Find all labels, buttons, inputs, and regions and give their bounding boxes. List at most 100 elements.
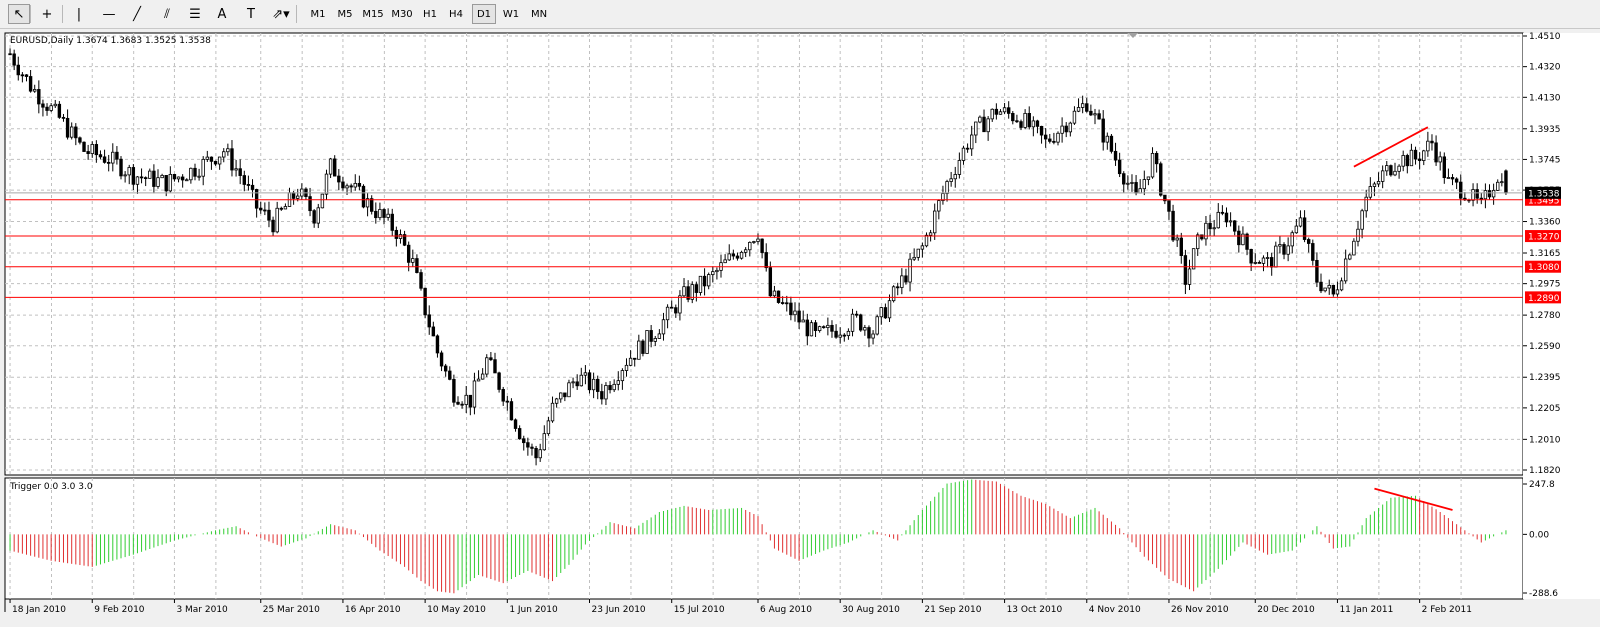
- timeframe-d1[interactable]: D1: [472, 4, 496, 24]
- trendline-icon[interactable]: ╱: [133, 6, 141, 22]
- toolbar: ↖ + | — ╱ ⫽ ☰ A T ⇗▾ M1 M5 M15 M30 H1 H4 D1 W1 MN: [0, 0, 1600, 29]
- candle-body: [242, 175, 247, 185]
- candle-body: [497, 372, 501, 390]
- candle-body: [1356, 228, 1360, 242]
- candle-body: [879, 307, 883, 318]
- candle-body: [628, 357, 633, 366]
- candle-body: [1278, 244, 1282, 247]
- candle-body: [1331, 284, 1336, 295]
- timeframe-mn[interactable]: MN: [530, 8, 548, 20]
- time-tick-label: 2 Feb 2011: [1422, 605, 1472, 615]
- candle-body: [1265, 257, 1270, 259]
- candle-body: [1459, 181, 1463, 199]
- candle-body: [1327, 284, 1331, 289]
- indicator-trendline[interactable]: [1374, 487, 1453, 511]
- candle-body: [106, 161, 111, 164]
- candle-body: [554, 398, 559, 404]
- cursor-icon[interactable]: ↖: [8, 4, 30, 24]
- candle-body: [61, 116, 66, 119]
- indicator-pane[interactable]: [4, 477, 1524, 600]
- candle-body: [994, 108, 999, 115]
- candle-body: [279, 207, 283, 210]
- candle-body: [1290, 232, 1294, 247]
- timeframe-m30[interactable]: M30: [391, 8, 413, 20]
- candle-body: [1454, 178, 1459, 183]
- timeframe-m5[interactable]: M5: [337, 8, 353, 20]
- arrows-icon[interactable]: ⇗▾: [272, 6, 290, 22]
- candle-body: [1035, 120, 1040, 127]
- candle-body: [501, 389, 505, 402]
- candle-body: [411, 258, 415, 263]
- candle-body: [1056, 132, 1060, 143]
- candle-body: [1483, 190, 1488, 200]
- candle-body: [49, 105, 53, 111]
- candle-body: [464, 394, 468, 405]
- candle-body: [665, 306, 670, 321]
- candle-body: [723, 259, 727, 264]
- candle-body: [908, 258, 912, 283]
- candle-body: [838, 334, 842, 338]
- crosshair-icon[interactable]: +: [41, 6, 53, 22]
- candle-body: [135, 176, 140, 185]
- candle-body: [123, 174, 127, 177]
- candle-body: [978, 116, 982, 123]
- price-trendline[interactable]: [1353, 126, 1429, 168]
- candle-body: [567, 382, 571, 398]
- chart-shift-marker[interactable]: [1128, 33, 1138, 38]
- candle-body: [620, 370, 625, 382]
- candle-body: [98, 154, 103, 158]
- candle-body: [752, 241, 756, 243]
- time-tick-label: 4 Nov 2010: [1089, 605, 1141, 615]
- candle-body: [559, 392, 563, 400]
- candle-body: [1179, 237, 1183, 256]
- candle-body: [904, 275, 908, 283]
- fibonacci-icon[interactable]: ☰: [189, 6, 201, 22]
- equidistant-channel-icon[interactable]: ⫽: [164, 6, 170, 22]
- chart-area[interactable]: 1.45101.43201.41301.39351.37451.35551.33…: [0, 28, 1600, 627]
- candle-body: [517, 428, 522, 440]
- candle-body: [813, 322, 818, 331]
- candle-body: [102, 156, 107, 163]
- candle-body: [1241, 233, 1245, 246]
- candle-body: [698, 275, 703, 293]
- vertical-line-icon[interactable]: |: [76, 6, 82, 22]
- candle-body: [850, 313, 855, 332]
- candle-body: [456, 401, 460, 405]
- candle-body: [641, 340, 645, 354]
- text-icon[interactable]: A: [217, 6, 227, 22]
- candle-body: [189, 167, 193, 181]
- candle-body: [1224, 212, 1229, 223]
- candle-body: [213, 160, 218, 165]
- candle-body: [435, 335, 440, 354]
- candle-body: [28, 76, 33, 92]
- candle-body: [756, 238, 760, 242]
- timeframe-h4[interactable]: H4: [449, 8, 463, 20]
- candle-body: [263, 209, 267, 212]
- candle-body: [374, 210, 378, 219]
- candle-body: [82, 141, 86, 152]
- candle-body: [974, 121, 978, 136]
- candle-body: [353, 182, 357, 188]
- indicator-title: Trigger 0.0 3.0 3.0: [9, 482, 93, 492]
- timeframe-w1[interactable]: W1: [502, 8, 520, 20]
- text-label-icon[interactable]: T: [247, 6, 255, 22]
- candle-body: [1434, 142, 1438, 163]
- candle-body: [57, 103, 62, 118]
- candle-body: [1105, 135, 1110, 143]
- timeframe-m15[interactable]: M15: [362, 8, 384, 20]
- timeframe-m1[interactable]: M1: [310, 8, 326, 20]
- candle-body: [961, 147, 966, 161]
- candle-body: [674, 307, 678, 314]
- candle-body: [1002, 107, 1007, 113]
- price-tick-label: 1.2205: [1529, 404, 1561, 414]
- candle-body: [711, 271, 715, 275]
- candle-body: [645, 330, 649, 354]
- horizontal-line-icon[interactable]: —: [102, 6, 116, 22]
- candle-body: [283, 206, 288, 210]
- candle-body: [657, 333, 662, 339]
- candle-body: [982, 116, 986, 133]
- timeframe-h1[interactable]: H1: [423, 8, 437, 20]
- candle-body: [33, 89, 37, 92]
- main-pane[interactable]: [4, 32, 1524, 476]
- candle-body: [115, 151, 119, 160]
